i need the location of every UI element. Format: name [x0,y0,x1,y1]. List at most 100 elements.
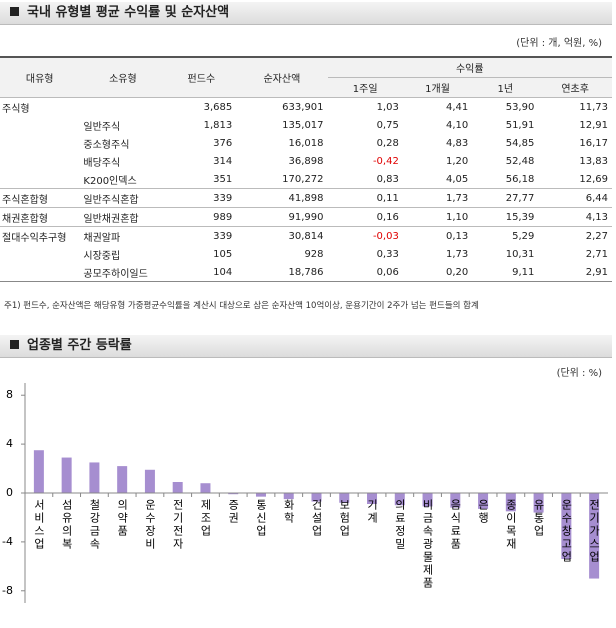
bar [533,493,544,513]
cell: 0,13 [402,226,473,245]
column-header: 소유형 [79,56,167,98]
cell [0,134,79,152]
cell: 0,06 [327,263,403,282]
minor-type: 일반채권혼합 [83,213,139,225]
table-row: 시장중립 105 928 0,33 1,73 10,31 2,71 [0,245,612,263]
bar [589,493,600,579]
cell: 2,91 [538,263,612,282]
cell: 15,39 [472,207,539,227]
table-row: 주식형 3,685 633,901 1,03 4,41 53,90 11,73 [0,98,612,117]
header-row: 1주일 1개월 1년 연초후 [0,77,612,98]
cell: 314 [213,155,233,167]
cell: 36,898 [288,155,324,167]
cell: 공모주하이일드 [79,263,167,282]
y-tick-label: 4 [6,437,13,450]
cell: 배당주식 [79,152,166,170]
cell: 중소형주식 [79,134,166,152]
cell: 채권혼합형 [0,207,80,227]
cell: 채권알파 [79,226,167,245]
x-tick-label: 운수창고업 [560,499,573,564]
cell: 11,73 [579,101,608,113]
cell: 16,17 [579,137,608,149]
cell: 339 [166,226,237,245]
column-header: 순자산액 [236,56,328,98]
bar [394,493,405,506]
cell [0,245,79,263]
x-tick-label: 통신업 [254,499,267,538]
bar [228,493,239,495]
minor-type: 시장중립 [83,250,121,262]
column-header: 대유형 [0,56,80,98]
cell: 989 [166,207,237,227]
cell: 41,898 [236,188,328,208]
bar [478,493,489,509]
cell: 30,814 [236,226,328,245]
cell: 12,91 [579,119,608,131]
minor-type: 채권알파 [83,232,121,244]
y-tick-label: 8 [6,388,13,401]
table-row: 배당주식 314 36,898 -0,42 1,20 52,48 13,83 [0,152,612,170]
header-row: 대유형 소유형 펀드수 순자산액 수익률 [0,56,612,98]
table-row: 일반주식 1,813 135,017 0,75 4,10 51,91 12,91 [0,116,612,134]
bar [505,493,516,512]
cell: 18,786 [236,263,328,282]
cell: 10,31 [505,248,535,260]
cell: 0,11 [327,188,403,208]
y-tick-label: 0 [6,486,13,499]
x-tick-label: 운수장비 [143,499,156,551]
bar [61,457,72,493]
cell: 일반주식혼합 [79,188,167,208]
column-header: 연초후 [538,77,612,98]
cell: 376 [213,137,233,149]
x-tick-label: 기계 [366,499,379,525]
table-row: 중소형주식 376 16,018 0,28 4,83 54,85 16,17 [0,134,612,152]
cell: 4,10 [446,119,469,131]
bar [450,493,461,508]
cell: 1,03 [376,101,399,113]
cell: 13,83 [579,155,608,167]
x-tick-label: 전기전자 [171,499,184,551]
cell: 0,20 [402,263,473,282]
cell: 4,83 [446,137,469,149]
cell: 91,990 [236,207,328,227]
cell: -0,03 [327,226,403,245]
bar [283,493,294,500]
minor-type: 공모주하이일드 [83,268,148,280]
x-tick-label: 비금속광물제품 [421,499,434,590]
bar [311,493,322,502]
cell: 주식혼합형 [0,188,80,208]
cell: 2,71 [585,248,608,260]
cell: 3,685 [203,101,233,113]
minor-type: 배당주식 [83,157,121,169]
x-tick-label: 의료정밀 [393,499,406,551]
column-header: 1년 [472,77,539,98]
cell: 1,10 [402,207,473,227]
cell: 16,018 [288,137,324,149]
cell: 53,90 [505,101,535,113]
cell: 928 [304,248,324,260]
cell: 0,16 [327,207,403,227]
cell [0,152,79,170]
x-tick-label: 전기가스업 [588,499,601,564]
group-header: 수익률 [327,56,612,78]
cell: 12,69 [579,173,608,185]
table-row: K200인덱스 351 170,272 0,83 4,05 56,18 12,69 [0,170,612,189]
x-tick-label: 음식료품 [449,499,462,551]
cell: 0,28 [376,137,399,149]
major-type: 주식형 [2,103,30,115]
cell: 1,73 [402,188,473,208]
cell: 351 [213,173,233,185]
cell: 54,85 [505,137,535,149]
cell: 일반주식 [79,116,166,134]
bar [117,466,128,493]
cell: 1,73 [446,248,469,260]
table-row: 주식혼합형 일반주식혼합 339 41,898 0,11 1,73 27,77 6,44 [0,188,612,208]
cell: 105 [213,248,233,260]
cell: 9,11 [472,263,539,282]
cell: 170,272 [282,173,324,185]
bar [339,493,350,503]
cell: 주식형 [0,98,79,117]
cell: 0,75 [376,119,399,131]
column-header: 펀드수 [166,56,237,98]
cell: 1,813 [203,119,233,131]
